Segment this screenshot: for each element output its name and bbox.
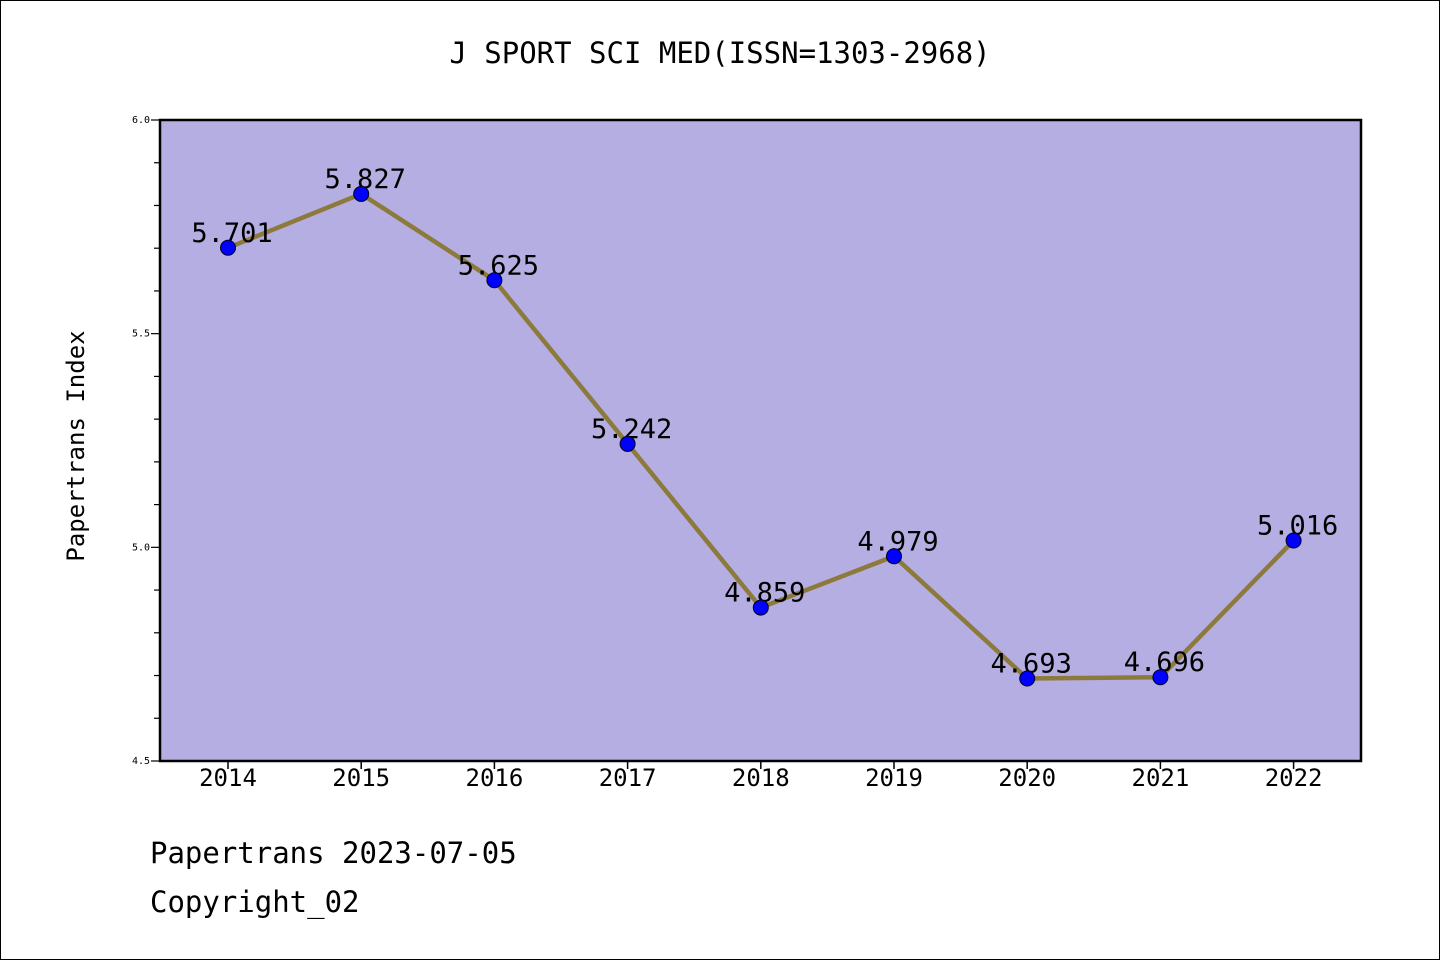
data-point [1152, 669, 1169, 686]
data-point [886, 548, 902, 565]
x-tick-label: 2014 [199, 764, 257, 792]
x-tick-label: 2018 [732, 764, 790, 792]
data-point [619, 435, 636, 452]
data-point [1019, 670, 1036, 687]
data-point [220, 239, 236, 256]
x-tick-label: 2022 [1265, 764, 1323, 792]
x-tick-label: 2017 [599, 764, 657, 792]
y-tick-label: 4.5 [132, 756, 150, 767]
data-point [752, 599, 769, 616]
x-tick-label: 2019 [865, 764, 923, 792]
series-markers [220, 185, 1302, 687]
data-point [353, 185, 370, 202]
y-tick-label: 5.5 [132, 329, 150, 340]
chart-title: J SPORT SCI MED(ISSN=1303-2968) [449, 36, 991, 70]
x-tick-label: 2016 [466, 764, 524, 792]
x-tick-label: 2021 [1132, 764, 1190, 792]
footer-copyright: Copyright_02 [150, 885, 360, 919]
x-axis-ticks: 2014 2015 2016 2017 2018 2019 2020 2021 2022 [199, 761, 1322, 792]
y-axis-ticks: 4.5 5.0 5.5 6.0 [132, 115, 160, 767]
y-tick-label: 6.0 [132, 115, 150, 126]
data-point [486, 272, 503, 289]
x-tick-label: 2015 [332, 764, 390, 792]
footer-date: Papertrans 2023-07-05 [150, 836, 517, 870]
data-point [1285, 532, 1302, 549]
y-axis-label: Papertrans Index [62, 330, 90, 561]
x-tick-label: 2020 [998, 764, 1056, 792]
plot-area [158, 118, 1363, 763]
y-tick-label: 5.0 [132, 542, 150, 553]
